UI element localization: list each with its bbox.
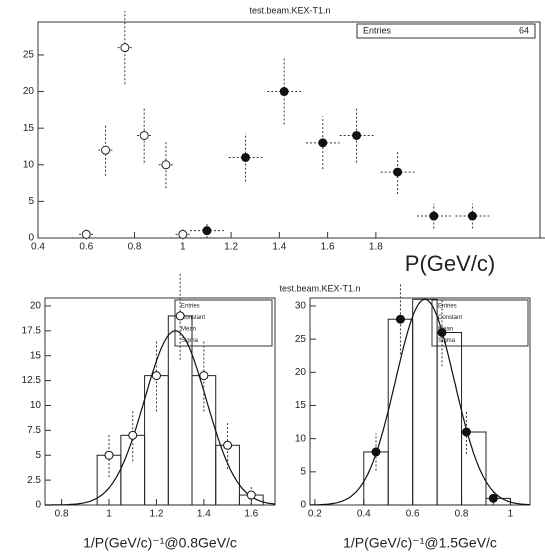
stats-label: Sigma <box>181 338 199 344</box>
histogram-bar <box>387 318 414 506</box>
x-tick-label: 0.4 <box>31 242 45 253</box>
stats-label: Mean <box>181 326 196 332</box>
x-tick-label: 0.6 <box>406 509 420 520</box>
stats-label: Entries <box>438 303 457 309</box>
histogram-bar <box>363 451 389 506</box>
data-point <box>151 371 161 381</box>
y-tick-label: 10 <box>30 400 42 411</box>
x-tick-label: 1 <box>508 509 514 520</box>
data-point <box>101 145 111 155</box>
y-tick-label: 0 <box>28 233 34 244</box>
stats-box <box>356 23 536 39</box>
data-point <box>437 328 447 337</box>
data-point <box>461 427 471 437</box>
y-tick-label: 20 <box>23 86 35 97</box>
data-point <box>393 167 403 177</box>
histogram-bar <box>436 332 463 506</box>
y-tick-label: 15 <box>23 123 35 134</box>
y-tick-label: 0 <box>300 500 306 511</box>
data-point <box>246 490 256 500</box>
data-point <box>104 450 114 460</box>
histogram-bar <box>215 444 240 506</box>
y-tick-label: 25 <box>23 50 35 61</box>
histogram-bar <box>96 454 122 506</box>
x-tick-label: 1.6 <box>244 509 258 520</box>
y-tick-label: 25 <box>295 334 307 345</box>
data-point <box>202 226 212 236</box>
stats-label: Constant <box>438 315 462 321</box>
y-tick-label: 15 <box>30 350 42 361</box>
x-tick-label: 1.8 <box>369 242 383 253</box>
y-tick-label: 17.5 <box>22 325 42 336</box>
data-point <box>178 229 188 239</box>
y-tick-label: 5 <box>35 450 41 461</box>
fit-curve <box>45 330 276 506</box>
y-tick-label: 12.5 <box>22 375 42 386</box>
x-tick-label: 1 <box>106 509 112 520</box>
x-tick-label: 0.8 <box>455 509 469 520</box>
stats-label: Entries <box>363 25 392 35</box>
histogram-bar <box>120 434 146 506</box>
stats-box <box>174 299 273 347</box>
y-tick-label: 10 <box>23 159 35 170</box>
data-point <box>352 130 362 140</box>
stats-box <box>431 299 529 347</box>
data-point <box>175 311 185 321</box>
x-tick-label: 1.2 <box>149 509 163 520</box>
histogram-bar <box>461 431 487 506</box>
y-tick-label: 20 <box>30 301 42 312</box>
data-point <box>467 211 477 221</box>
y-tick-label: 5 <box>300 466 306 477</box>
data-point <box>120 43 130 53</box>
chart-title: test.beam.KEX-T1.n <box>249 5 330 15</box>
x-axis-label: P(GeV/c) <box>405 251 495 276</box>
x-tick-label: 1 <box>180 242 186 253</box>
data-point <box>199 371 209 381</box>
x-tick-label: 1.2 <box>224 242 238 253</box>
x-axis-label: 1/P(GeV/c)⁻¹@0.8GeV/c <box>83 535 237 551</box>
y-tick-label: 5 <box>28 196 34 207</box>
data-point <box>161 160 171 170</box>
fit-curve <box>310 298 531 506</box>
stats-value: 64 <box>519 25 529 35</box>
plot-frame <box>37 21 541 239</box>
x-tick-label: 0.8 <box>128 242 142 253</box>
x-tick-label: 0.6 <box>79 242 93 253</box>
x-tick-label: 1.6 <box>321 242 335 253</box>
data-point <box>371 447 381 457</box>
x-tick-label: 0.8 <box>55 509 69 520</box>
data-point <box>223 440 233 450</box>
chart-title: test.beam.KEX-T1.n <box>279 283 360 293</box>
data-point <box>429 211 439 221</box>
x-tick-label: 0.2 <box>308 509 322 520</box>
data-point <box>395 314 405 324</box>
y-tick-label: 0 <box>35 500 41 511</box>
data-point <box>488 493 498 503</box>
stats-label: Entries <box>181 303 200 309</box>
x-tick-label: 0.4 <box>357 509 371 520</box>
data-point <box>81 229 91 239</box>
y-tick-label: 15 <box>295 400 307 411</box>
y-tick-label: 7.5 <box>27 425 41 436</box>
x-tick-label: 1.4 <box>272 242 286 253</box>
y-tick-label: 10 <box>295 433 307 444</box>
data-point <box>139 130 149 140</box>
stats-label: Mean <box>438 326 453 332</box>
data-point <box>128 430 138 440</box>
data-point <box>318 138 328 148</box>
data-point <box>279 87 289 97</box>
stats-label: Sigma <box>438 338 456 344</box>
stats-label: Constant <box>181 315 205 321</box>
x-axis-label: 1/P(GeV/c)⁻¹@1.5GeV/c <box>343 535 497 551</box>
y-tick-label: 2.5 <box>27 475 41 486</box>
y-tick-label: 30 <box>295 301 307 312</box>
y-tick-label: 20 <box>295 367 307 378</box>
x-tick-label: 1.4 <box>197 509 211 520</box>
data-point <box>241 152 251 162</box>
